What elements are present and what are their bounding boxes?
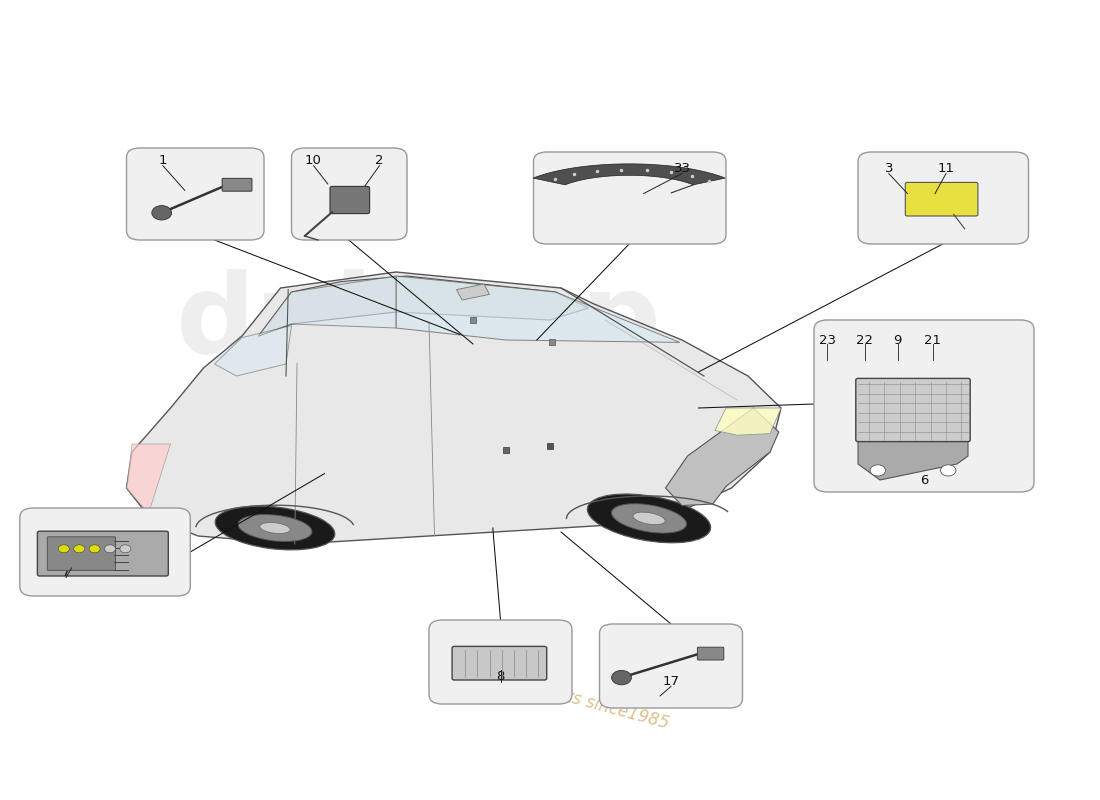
Text: 33: 33 (673, 162, 691, 174)
Text: 17: 17 (662, 675, 680, 688)
Ellipse shape (260, 522, 290, 534)
Text: 23: 23 (818, 334, 836, 346)
Ellipse shape (612, 504, 686, 533)
Text: 21: 21 (924, 334, 942, 346)
Polygon shape (396, 276, 680, 342)
Circle shape (152, 206, 172, 220)
Ellipse shape (632, 512, 666, 525)
Polygon shape (126, 272, 781, 544)
Circle shape (612, 670, 631, 685)
Text: 10: 10 (305, 154, 322, 166)
Text: 22: 22 (856, 334, 873, 346)
Text: 9: 9 (893, 334, 902, 346)
Polygon shape (214, 326, 292, 376)
Ellipse shape (587, 494, 711, 542)
Ellipse shape (238, 514, 312, 542)
Ellipse shape (216, 506, 334, 550)
Text: 7: 7 (62, 566, 70, 578)
FancyBboxPatch shape (126, 148, 264, 240)
Text: 11: 11 (937, 162, 955, 174)
Polygon shape (715, 408, 781, 435)
Circle shape (104, 545, 116, 553)
Circle shape (940, 465, 956, 476)
Text: 2: 2 (375, 154, 384, 166)
Text: 3: 3 (884, 162, 893, 174)
FancyBboxPatch shape (858, 152, 1028, 244)
Circle shape (74, 545, 85, 553)
FancyBboxPatch shape (330, 186, 370, 214)
Circle shape (870, 465, 886, 476)
Circle shape (120, 545, 131, 553)
Polygon shape (126, 444, 170, 514)
Polygon shape (258, 276, 588, 336)
FancyBboxPatch shape (534, 152, 726, 244)
Text: 8: 8 (496, 670, 505, 682)
Text: 6: 6 (920, 474, 928, 486)
FancyBboxPatch shape (905, 182, 978, 216)
FancyBboxPatch shape (37, 531, 168, 576)
Text: a passion for parts since1985: a passion for parts since1985 (429, 651, 671, 733)
Polygon shape (534, 164, 725, 185)
FancyBboxPatch shape (600, 624, 742, 708)
FancyBboxPatch shape (47, 537, 116, 570)
FancyBboxPatch shape (814, 320, 1034, 492)
FancyBboxPatch shape (222, 178, 252, 191)
FancyBboxPatch shape (429, 620, 572, 704)
Polygon shape (456, 284, 490, 300)
Polygon shape (666, 408, 779, 506)
FancyBboxPatch shape (292, 148, 407, 240)
FancyBboxPatch shape (697, 647, 724, 660)
Text: dulcosp
ort: dulcosp ort (176, 269, 660, 499)
FancyBboxPatch shape (452, 646, 547, 680)
Text: 1: 1 (158, 154, 167, 166)
Polygon shape (858, 440, 968, 480)
Circle shape (58, 545, 69, 553)
Circle shape (89, 545, 100, 553)
Polygon shape (258, 276, 396, 336)
FancyBboxPatch shape (20, 508, 190, 596)
FancyBboxPatch shape (856, 378, 970, 442)
